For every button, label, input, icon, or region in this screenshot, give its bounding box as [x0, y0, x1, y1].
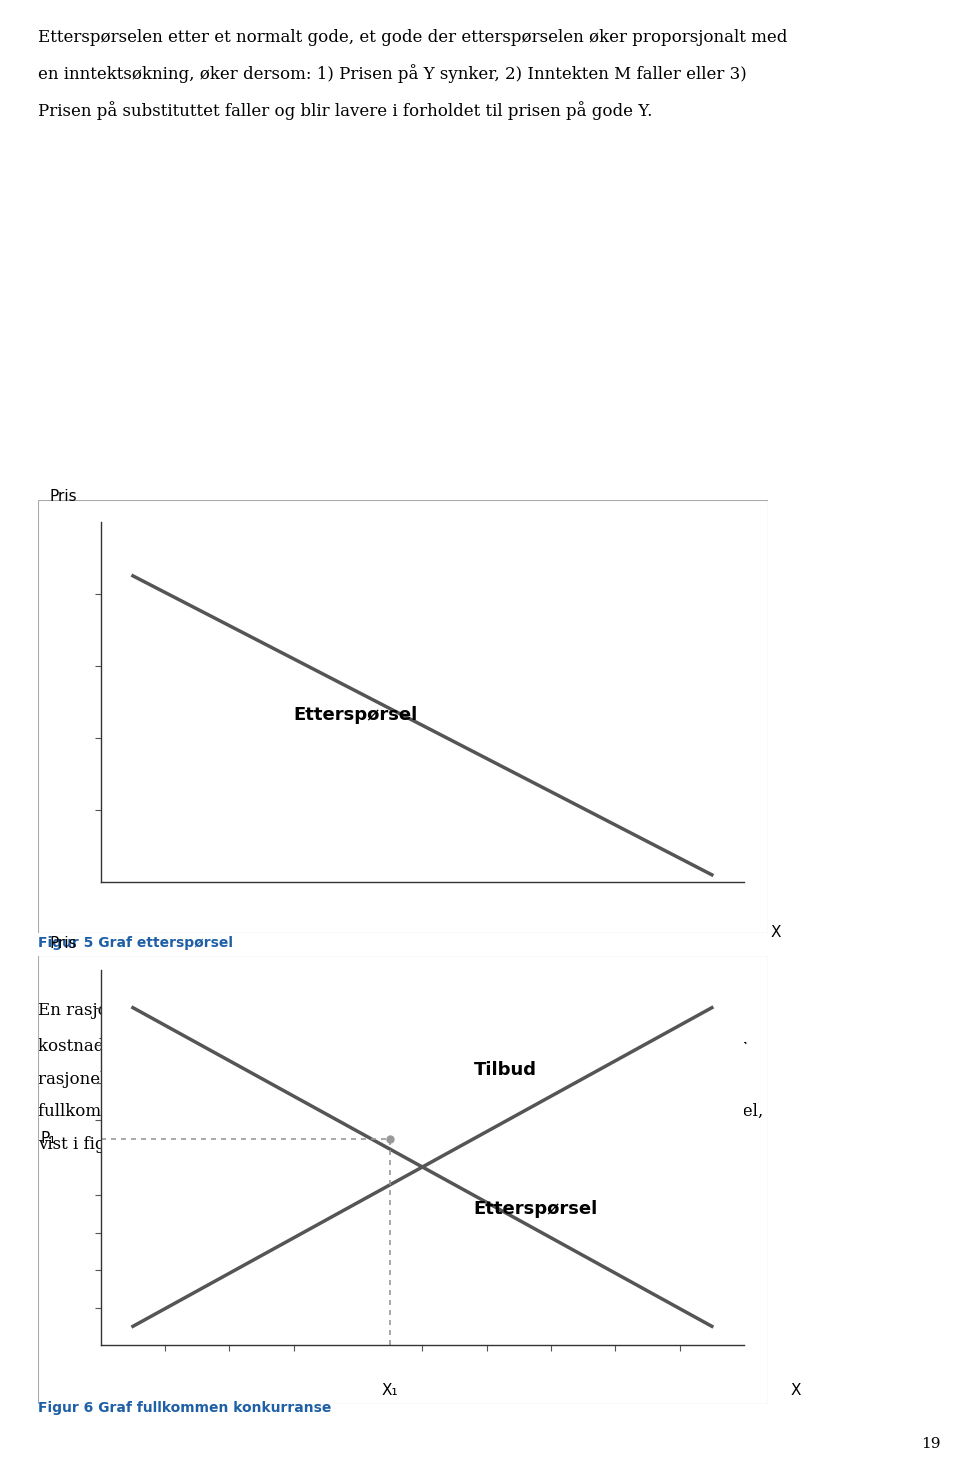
Text: Etterspørsel: Etterspørsel: [294, 706, 418, 723]
Text: X: X: [771, 925, 781, 941]
Text: Etterspørsel: Etterspørsel: [474, 1200, 598, 1217]
Text: Tilbud: Tilbud: [474, 1061, 537, 1079]
Text: Pris: Pris: [49, 490, 77, 504]
Text: Etterspørselen etter et normalt gode, et gode der etterspørselen øker proporsjon: Etterspørselen etter et normalt gode, et…: [38, 29, 788, 121]
Text: P₁: P₁: [40, 1132, 56, 1147]
Text: X₁: X₁: [382, 1382, 398, 1398]
Text: 19: 19: [922, 1438, 941, 1451]
Text: X: X: [790, 1382, 801, 1398]
Text: Figur 5 Graf etterspørsel: Figur 5 Graf etterspørsel: [38, 936, 233, 951]
Text: Pris: Pris: [49, 936, 77, 951]
Text: Figur 6 Graf fullkommen konkurranse: Figur 6 Graf fullkommen konkurranse: [38, 1401, 332, 1416]
Text: En rasjonell konsument vil tilpasse seg et sted på denne linja, gitt konsumenten: En rasjonell konsument vil tilpasse seg …: [38, 1000, 763, 1152]
